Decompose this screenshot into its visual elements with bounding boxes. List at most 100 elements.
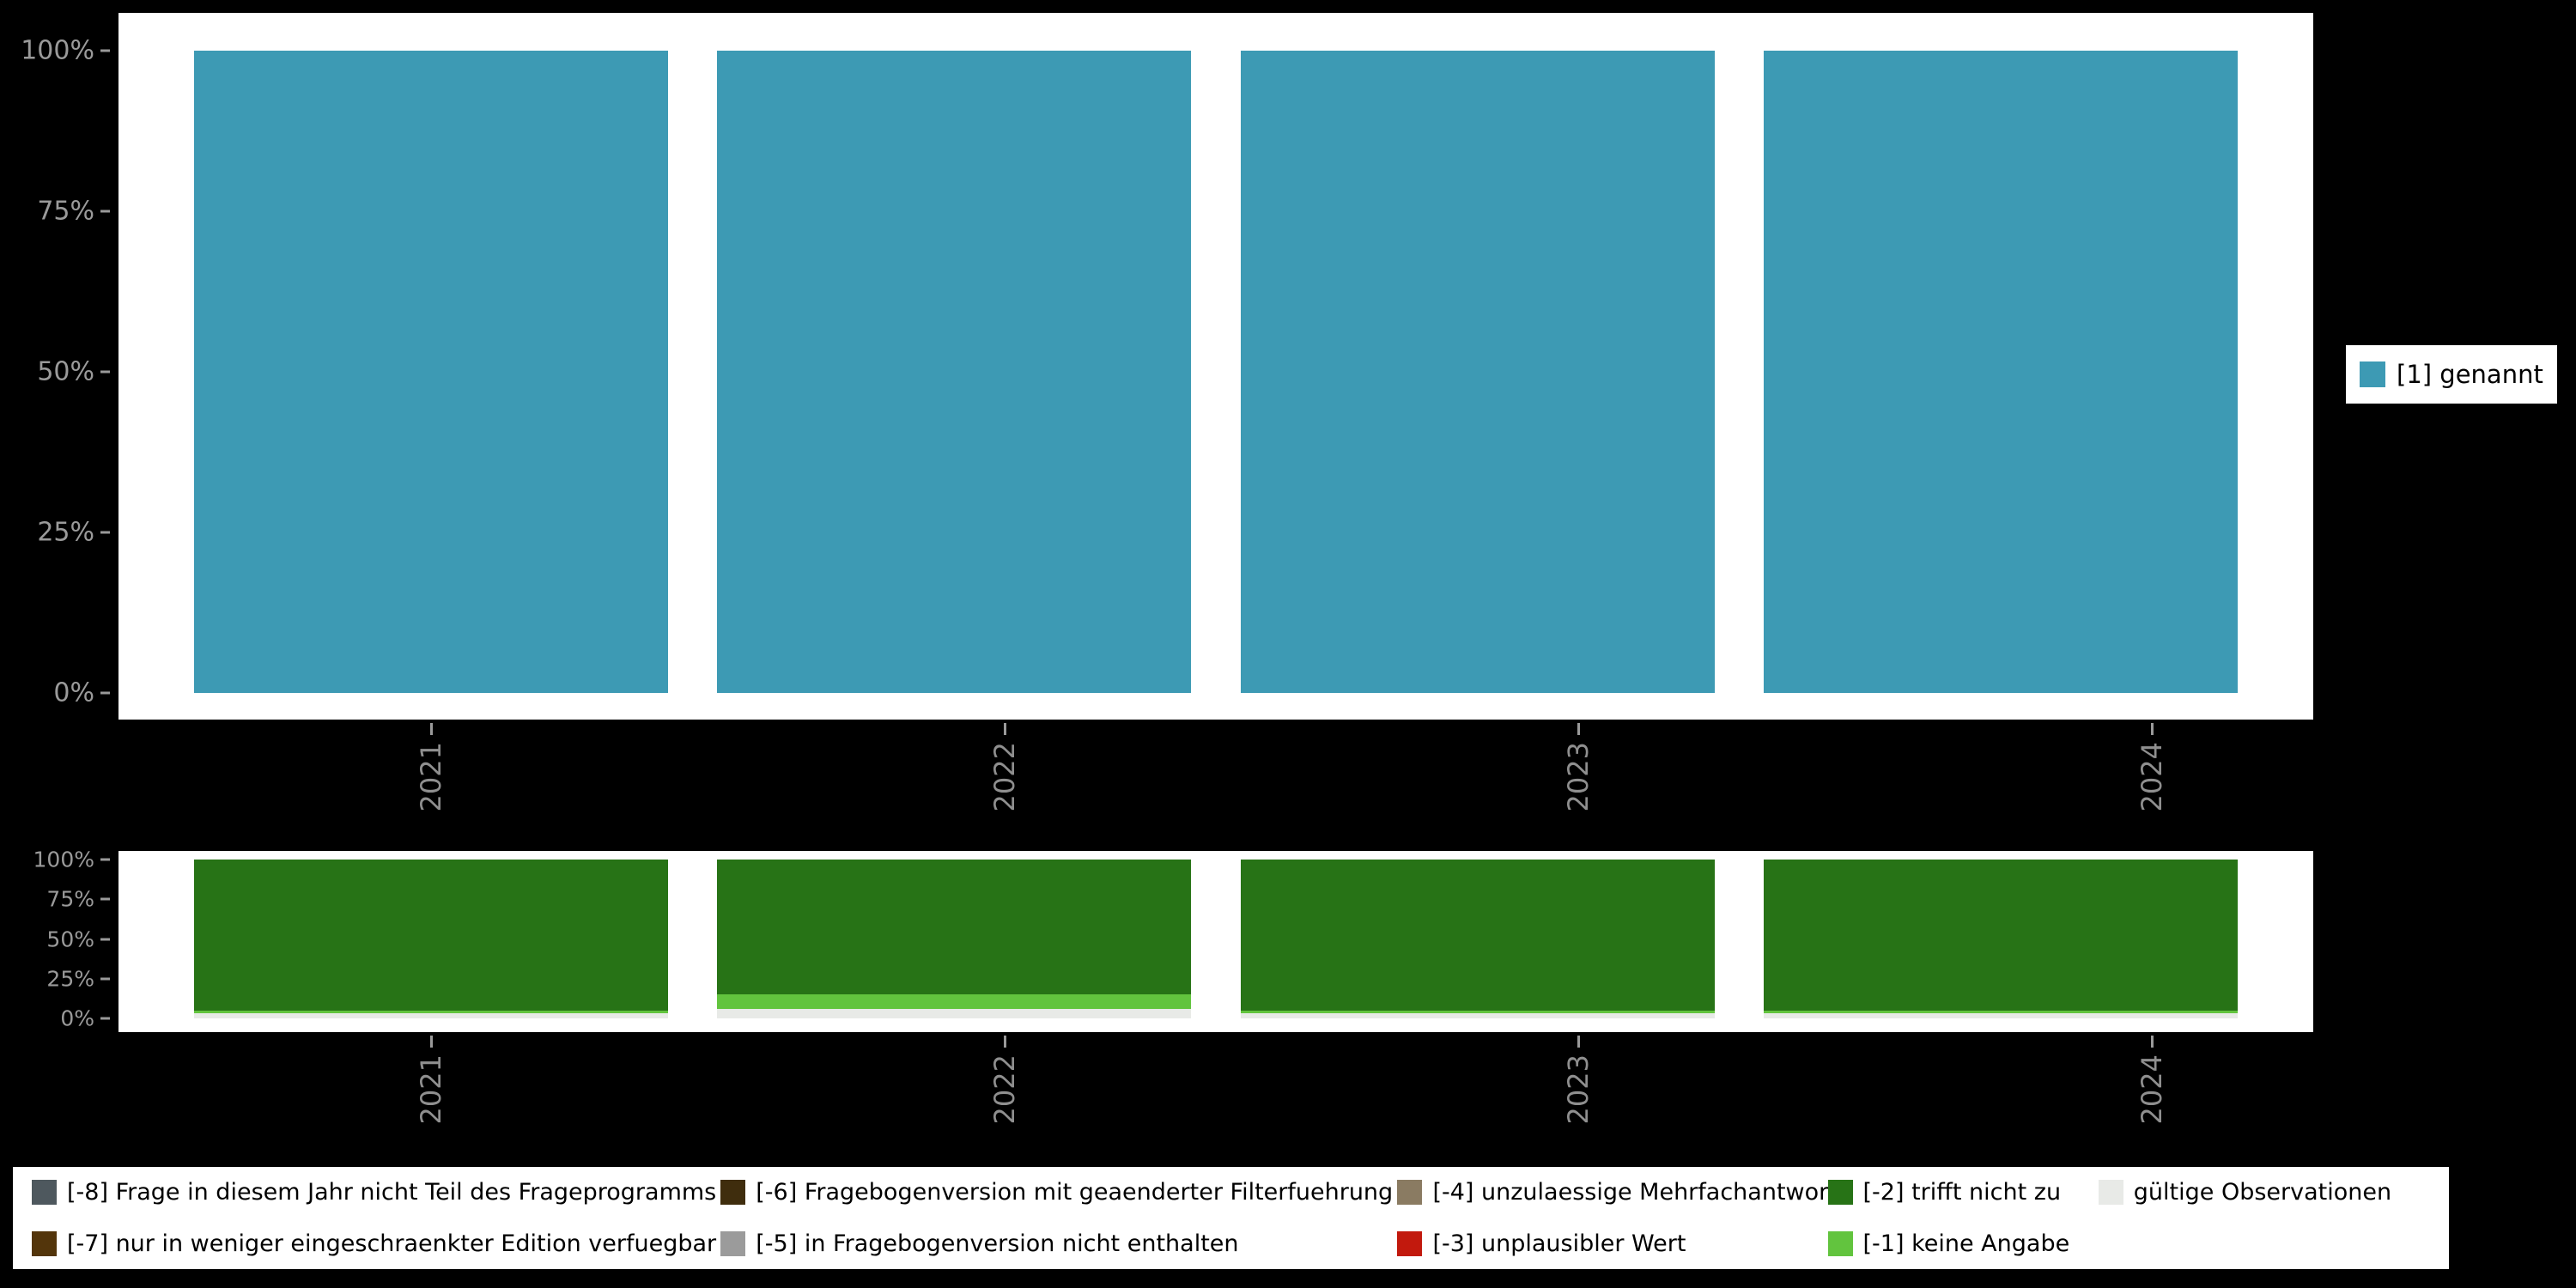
legend-item: [-1] keine Angabe [1828, 1230, 2099, 1257]
x-tick: 2023 [1341, 1036, 1815, 1161]
x-tick: 2023 [1341, 723, 1815, 848]
x-tick-mark [430, 723, 433, 735]
bar-segment [717, 1009, 1191, 1018]
x-tick-label: 2024 [2136, 742, 2168, 811]
x-tick-label: 2021 [415, 742, 447, 811]
legend-label: gültige Observationen [2134, 1179, 2391, 1206]
bottom-chart-y-axis: 100%75%50%25%0% [0, 860, 110, 1018]
bar-2021 [194, 860, 668, 1018]
y-tick-mark [100, 938, 110, 940]
y-tick-text: 75% [37, 197, 94, 227]
y-tick-label: 0% [53, 678, 110, 708]
x-tick-label: 2023 [1562, 742, 1595, 811]
bar-segment [1241, 860, 1715, 1011]
bottom-chart-x-axis: 2021 2022 2023 2024 [118, 1036, 2464, 1161]
y-tick-mark [100, 898, 110, 901]
bar-segment [1764, 1013, 2238, 1018]
legend-item: [-8] Frage in diesem Jahr nicht Teil des… [32, 1179, 720, 1206]
y-tick-text: 100% [21, 36, 94, 66]
bar-2024 [1764, 51, 2238, 693]
legend-item: [-2] trifft nicht zu [1828, 1179, 2099, 1206]
x-tick: 2022 [768, 1036, 1242, 1161]
top-chart-y-axis: 100%75%50%25%0% [0, 51, 110, 693]
legend-swatch [720, 1180, 745, 1205]
top-chart-legend: [1] genannt [2346, 345, 2557, 404]
x-tick-mark [1004, 1036, 1006, 1048]
bar-segment [1241, 51, 1715, 693]
x-tick-label: 2022 [988, 742, 1021, 811]
legend-item: [-3] unplausibler Wert [1397, 1230, 1827, 1257]
legend-swatch [2099, 1180, 2123, 1205]
y-tick-mark [100, 859, 110, 861]
legend-swatch [1828, 1231, 1853, 1256]
legend-swatch [1397, 1231, 1422, 1256]
legend-item: [-4] unzulaessige Mehrfachantwort [1397, 1179, 1827, 1206]
legend-item: [-6] Fragebogenversion mit geaenderter F… [720, 1179, 1397, 1206]
legend-item: [-5] in Fragebogenversion nicht enthalte… [720, 1230, 1397, 1257]
legend-swatch [720, 1231, 745, 1256]
bar-2022 [717, 51, 1191, 693]
x-tick-label: 2022 [988, 1054, 1021, 1124]
y-tick-text: 50% [37, 357, 94, 387]
y-tick-text: 75% [46, 887, 94, 912]
bottom-chart-panel [118, 851, 2313, 1032]
x-tick: 2024 [1915, 1036, 2389, 1161]
x-tick-label: 2021 [415, 1054, 447, 1124]
legend-item: [-7] nur in weniger eingeschraenkter Edi… [32, 1230, 720, 1257]
y-tick-label: 25% [37, 518, 110, 548]
y-tick-mark [100, 692, 110, 695]
y-tick-mark [100, 210, 110, 213]
top-chart-plot [118, 51, 2313, 693]
y-tick-mark [100, 532, 110, 534]
x-tick: 2022 [768, 723, 1242, 848]
y-tick-mark [100, 1018, 110, 1020]
y-tick-mark [100, 977, 110, 980]
x-tick-mark [1004, 723, 1006, 735]
bar-2022 [717, 860, 1191, 1018]
bar-segment [1764, 51, 2238, 693]
legend-label: [-2] trifft nicht zu [1863, 1179, 2062, 1206]
y-tick-label: 75% [37, 197, 110, 227]
y-tick-mark [100, 50, 110, 52]
legend-label: [-7] nur in weniger eingeschraenkter Edi… [67, 1230, 716, 1257]
y-tick-mark [100, 371, 110, 374]
y-tick-text: 0% [60, 1006, 94, 1031]
y-tick-label: 25% [46, 966, 110, 991]
x-tick-label: 2023 [1562, 1054, 1595, 1124]
y-tick-label: 100% [21, 36, 110, 66]
x-tick: 2024 [1915, 723, 2389, 848]
y-tick-label: 0% [60, 1006, 110, 1031]
legend-label: [-3] unplausibler Wert [1432, 1230, 1686, 1257]
bar-segment [717, 994, 1191, 1009]
bar-segment [194, 51, 668, 693]
bar-segment [194, 1013, 668, 1018]
legend-swatch [32, 1180, 57, 1205]
y-tick-text: 100% [33, 848, 94, 872]
legend-swatch-genannt [2360, 361, 2385, 387]
bottom-chart-plot [118, 860, 2313, 1018]
bar-segment [194, 860, 668, 1011]
x-tick-mark [1577, 1036, 1580, 1048]
bottom-chart-legend: [-8] Frage in diesem Jahr nicht Teil des… [13, 1167, 2449, 1269]
y-tick-label: 75% [46, 887, 110, 912]
bar-2023 [1241, 51, 1715, 693]
bar-2024 [1764, 860, 2238, 1018]
x-tick-mark [2151, 1036, 2154, 1048]
legend-label: [-1] keine Angabe [1863, 1230, 2070, 1257]
y-tick-label: 50% [46, 927, 110, 951]
bar-2023 [1241, 860, 1715, 1018]
legend-label-genannt: [1] genannt [2397, 360, 2543, 389]
top-chart-panel [118, 13, 2313, 720]
y-tick-text: 25% [37, 518, 94, 548]
legend-label: [-8] Frage in diesem Jahr nicht Teil des… [67, 1179, 716, 1206]
y-tick-text: 25% [46, 966, 94, 991]
x-tick-mark [430, 1036, 433, 1048]
y-tick-label: 100% [33, 848, 110, 872]
bar-segment [1764, 860, 2238, 1011]
x-tick: 2021 [194, 1036, 668, 1161]
top-chart-x-axis: 2021 2022 2023 2024 [118, 723, 2464, 848]
legend-label: [-6] Fragebogenversion mit geaenderter F… [756, 1179, 1393, 1206]
x-tick-mark [2151, 723, 2154, 735]
y-tick-text: 0% [53, 678, 94, 708]
x-tick-mark [1577, 723, 1580, 735]
